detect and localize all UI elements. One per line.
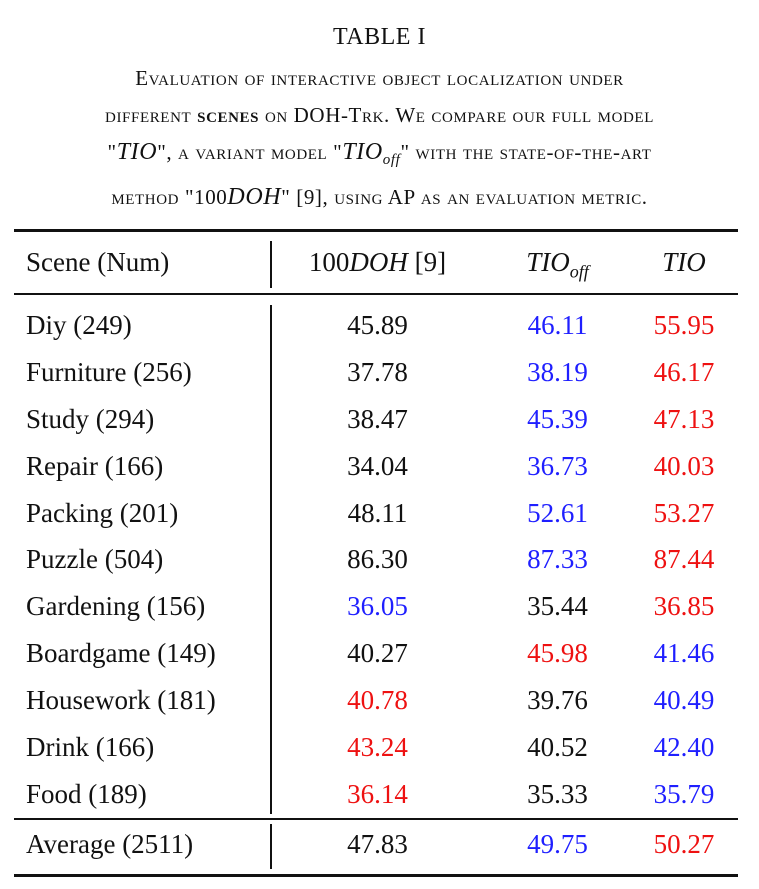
cell-scene: Drink (166) bbox=[26, 732, 155, 763]
cell-scene: Repair (166) bbox=[26, 450, 164, 481]
table-row: Drink (166) 43.24 40.52 42.40 bbox=[0, 726, 759, 773]
header-doh-prefix: 100 bbox=[308, 247, 350, 277]
cell-100doh: 36.05 bbox=[347, 591, 408, 622]
cell-tio: 40.03 bbox=[653, 450, 715, 481]
cell-scene: Diy (249) bbox=[26, 310, 132, 340]
caption-tio-off: TIO bbox=[342, 139, 383, 165]
cell-tio: 55.95 bbox=[653, 310, 715, 340]
cell-tio-off: 52.61 bbox=[527, 497, 588, 528]
cell-scene: Packing (201) bbox=[26, 497, 179, 528]
cell-tio: 36.85 bbox=[653, 591, 715, 622]
header-tio-italic: TIO bbox=[662, 247, 706, 277]
cell-100doh: 45.89 bbox=[347, 310, 408, 340]
header-doh-ref: [9] bbox=[407, 247, 447, 277]
table-top-rule bbox=[14, 229, 738, 232]
cell-tio: 42.40 bbox=[653, 732, 715, 763]
table-caption: Evaluation of interactive object localiz… bbox=[0, 60, 759, 216]
caption-tio: TIO bbox=[116, 139, 158, 165]
cell-tio-off: 38.19 bbox=[527, 356, 588, 387]
caption-line-1: Evaluation of interactive object localiz… bbox=[135, 66, 624, 90]
cell-100doh: 38.47 bbox=[347, 403, 408, 434]
cell-100doh: 47.83 bbox=[347, 829, 408, 859]
table-row: Boardgame (149) 40.27 45.98 41.46 bbox=[0, 632, 759, 679]
cell-100doh: 36.14 bbox=[347, 778, 408, 809]
caption-text: different bbox=[105, 103, 198, 127]
table-bottom-rule bbox=[14, 874, 738, 877]
header-100doh: 100DOH [9] bbox=[280, 247, 475, 278]
table-row: Puzzle (504) 86.30 87.33 87.44 bbox=[0, 538, 759, 585]
cell-tio: 35.79 bbox=[653, 778, 715, 809]
cell-tio-off: 36.73 bbox=[527, 450, 588, 481]
header-doh-italic: DOH bbox=[349, 247, 408, 277]
cell-scene: Gardening (156) bbox=[26, 591, 206, 622]
caption-line-2: different scenes on DOH-Trk. We compare … bbox=[0, 97, 759, 134]
table-row: Repair (166) 34.04 36.73 40.03 bbox=[0, 445, 759, 492]
caption-text: " bbox=[107, 140, 117, 164]
cell-scene: Average (2511) bbox=[26, 829, 194, 859]
table-row: Study (294) 38.47 45.39 47.13 bbox=[0, 398, 759, 445]
column-divider bbox=[270, 824, 272, 869]
cell-100doh: 34.04 bbox=[347, 450, 408, 481]
cell-100doh: 37.78 bbox=[347, 356, 408, 387]
cell-scene: Study (294) bbox=[26, 403, 155, 434]
table-header-rule bbox=[14, 293, 738, 295]
table-label: TABLE I bbox=[333, 24, 426, 50]
caption-text: on DOH-Trk. We compare our full model bbox=[259, 103, 654, 127]
table-row: Food (189) 36.14 35.33 35.79 bbox=[0, 773, 759, 820]
caption-tio-off-sub: off bbox=[382, 152, 401, 169]
cell-scene: Boardgame (149) bbox=[26, 638, 216, 669]
table-row-average: Average (2511) 47.83 49.75 50.27 bbox=[0, 823, 759, 869]
cell-tio-off: 35.44 bbox=[527, 591, 588, 622]
cell-scene: Puzzle (504) bbox=[26, 544, 164, 575]
table-row: Housework (181) 40.78 39.76 40.49 bbox=[0, 679, 759, 726]
table-row: Furniture (256) 37.78 38.19 46.17 bbox=[0, 351, 759, 398]
cell-tio: 53.27 bbox=[653, 497, 715, 528]
table-body: Diy (249) 45.89 46.11 55.95 Furniture (256) 3… bbox=[0, 304, 759, 820]
cell-tio-off: 40.52 bbox=[527, 732, 588, 763]
caption-line-4: method "100DOH" [9], using AP as an eval… bbox=[0, 179, 759, 216]
caption-text: method "100 bbox=[111, 185, 228, 210]
cell-scene: Food (189) bbox=[26, 778, 147, 809]
column-divider bbox=[270, 241, 272, 288]
cell-tio: 87.44 bbox=[653, 544, 715, 575]
cell-tio: 47.13 bbox=[653, 403, 715, 434]
caption-doh: DOH bbox=[227, 184, 282, 211]
cell-tio-off: 39.76 bbox=[527, 685, 588, 716]
table-header: Scene (Num) 100DOH [9] TIOoff TIO bbox=[0, 244, 759, 288]
cell-tio-off: 46.11 bbox=[527, 310, 588, 340]
cell-tio-off: 45.98 bbox=[527, 638, 588, 669]
cell-tio-off: 87.33 bbox=[527, 544, 588, 575]
cell-100doh: 43.24 bbox=[347, 732, 408, 763]
table-row: Gardening (156) 36.05 35.44 36.85 bbox=[0, 585, 759, 632]
caption-text: ", a variant model " bbox=[157, 140, 343, 164]
cell-scene: Furniture (256) bbox=[26, 356, 192, 387]
cell-100doh: 86.30 bbox=[347, 544, 408, 575]
caption-text: " with the state-of-the-art bbox=[400, 140, 652, 164]
cell-tio-off: 49.75 bbox=[527, 829, 588, 859]
table-average-rule bbox=[14, 818, 738, 820]
caption-text: " [9], using AP as an evaluation metric. bbox=[281, 185, 648, 210]
header-tio-off: TIOoff bbox=[480, 247, 635, 282]
cell-tio: 41.46 bbox=[653, 638, 715, 669]
table-row: Packing (201) 48.11 52.61 53.27 bbox=[0, 492, 759, 539]
caption-line-3: "TIO", a variant model "TIOoff" with the… bbox=[0, 134, 759, 179]
cell-100doh: 48.11 bbox=[347, 497, 408, 528]
header-tio-off-base: TIO bbox=[526, 247, 570, 277]
cell-100doh: 40.78 bbox=[347, 685, 408, 716]
cell-100doh: 40.27 bbox=[347, 638, 408, 669]
table-row: Diy (249) 45.89 46.11 55.95 bbox=[0, 304, 759, 351]
header-tio-off-sub: off bbox=[569, 261, 589, 282]
cell-tio: 40.49 bbox=[653, 685, 715, 716]
cell-scene: Housework (181) bbox=[26, 685, 216, 716]
cell-tio: 46.17 bbox=[653, 356, 715, 387]
cell-tio-off: 35.33 bbox=[527, 778, 588, 809]
cell-tio: 50.27 bbox=[653, 829, 715, 859]
cell-tio-off: 45.39 bbox=[527, 403, 588, 434]
column-divider bbox=[270, 305, 272, 814]
caption-bold-scenes: scenes bbox=[197, 103, 260, 127]
header-tio: TIO bbox=[630, 247, 738, 278]
header-scene: Scene (Num) bbox=[26, 247, 170, 277]
